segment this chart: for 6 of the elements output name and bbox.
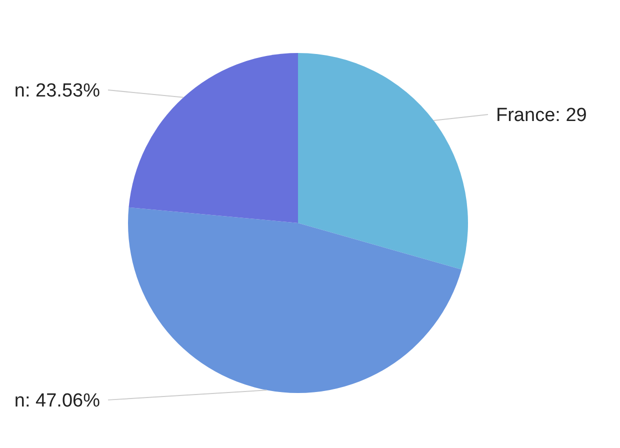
slice-label: n: 23.53% <box>14 80 100 102</box>
pie-slice <box>128 53 298 223</box>
slice-label: France: 29 <box>496 105 587 126</box>
pie-slice <box>298 53 468 270</box>
pie-slice <box>128 207 462 393</box>
slice-label: n: 47.06% <box>14 390 100 412</box>
